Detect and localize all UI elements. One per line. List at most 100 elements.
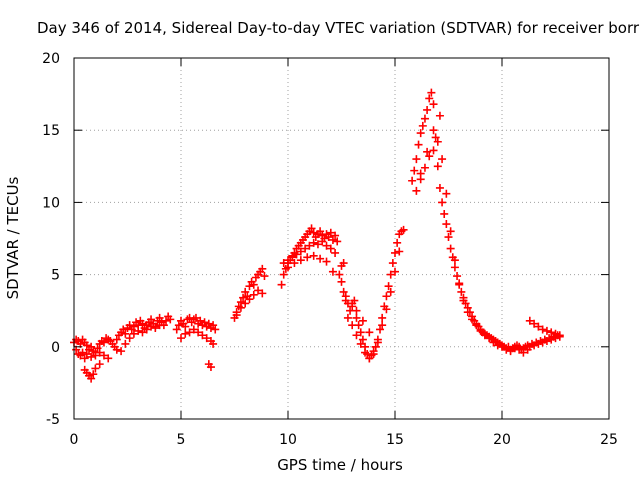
data-point [284, 263, 292, 272]
x-tick-label: 15 [386, 432, 404, 448]
data-point [489, 338, 498, 347]
data-point [117, 347, 126, 356]
data-point [423, 105, 432, 114]
data-point [241, 287, 250, 296]
data-point [472, 321, 481, 330]
data-point [468, 315, 477, 324]
data-point [356, 328, 365, 337]
data-point [361, 348, 370, 357]
data-point [316, 254, 325, 263]
x-axis: 0 5 10 15 20 25 [70, 58, 618, 448]
data-point [194, 328, 203, 337]
data-point [142, 325, 151, 334]
data-point [420, 114, 429, 123]
data-point [95, 360, 104, 369]
data-point [438, 198, 447, 207]
data-point [198, 331, 207, 340]
data-point [258, 264, 267, 273]
data-point [420, 163, 429, 172]
data-point [376, 325, 385, 334]
data-point [373, 338, 382, 347]
data-point [410, 166, 419, 175]
data-point [316, 227, 325, 236]
data-point [209, 321, 218, 330]
data-point [301, 244, 310, 253]
data-point [91, 351, 100, 360]
data-point [547, 328, 556, 337]
data-point [147, 322, 156, 331]
y-axis-title: SDTVAR / TECUs [4, 176, 22, 299]
data-point [339, 287, 348, 296]
data-point [433, 162, 442, 171]
plot-border [73, 57, 610, 420]
data-point [378, 321, 387, 330]
data-point [358, 316, 367, 325]
data-point [78, 348, 87, 357]
data-point [382, 305, 391, 314]
data-point [119, 325, 128, 334]
data-point [121, 339, 130, 348]
data-point [162, 316, 171, 325]
grid-lines [74, 58, 609, 419]
data-point [333, 237, 342, 246]
data-point [356, 339, 365, 348]
data-point [147, 315, 156, 324]
data-point [542, 326, 551, 335]
data-point [155, 321, 164, 330]
data-point [296, 256, 305, 265]
y-tick-label: 0 [51, 340, 60, 356]
data-point [288, 253, 297, 262]
data-point [87, 352, 96, 361]
data-point [429, 126, 438, 135]
data-point [290, 259, 299, 268]
data-point [433, 137, 442, 146]
data-point [343, 313, 352, 322]
data-point [453, 272, 462, 281]
data-point [87, 342, 96, 351]
data-point [129, 329, 138, 338]
data-point [211, 325, 220, 334]
data-point [510, 344, 519, 353]
data-point [151, 324, 160, 333]
data-point [442, 220, 451, 229]
y-axis: -5 0 5 10 15 20 [42, 51, 609, 428]
data-point [82, 350, 91, 359]
data-point [125, 334, 134, 343]
data-point [292, 250, 301, 259]
data-point [450, 256, 459, 265]
data-point [138, 319, 147, 328]
data-point [322, 241, 331, 250]
data-point [416, 129, 425, 138]
data-point [391, 248, 399, 257]
data-point [82, 341, 91, 350]
data-point [369, 350, 378, 359]
data-point [296, 247, 305, 256]
chart-title: Day 346 of 2014, Sidereal Day-to-day VTE… [37, 19, 640, 37]
data-point [352, 306, 361, 315]
x-tick-label: 5 [177, 432, 186, 448]
y-tick-label: -5 [46, 412, 60, 428]
data-point [181, 322, 190, 331]
data-point [555, 331, 564, 340]
data-point [476, 326, 485, 335]
data-point [391, 267, 399, 276]
data-point [431, 133, 440, 142]
data-point [313, 240, 322, 249]
data-point [378, 313, 387, 322]
data-point [371, 342, 380, 351]
data-point [515, 345, 524, 354]
data-point [232, 311, 241, 320]
data-point [172, 325, 181, 334]
data-point [331, 248, 340, 257]
data-point [534, 322, 543, 331]
data-point [352, 331, 361, 340]
y-tick-label: 5 [51, 268, 60, 284]
data-point [412, 155, 421, 164]
data-point [245, 295, 254, 304]
data-point [258, 289, 267, 298]
data-point [121, 329, 130, 338]
data-point [485, 334, 494, 343]
data-point [459, 296, 468, 305]
